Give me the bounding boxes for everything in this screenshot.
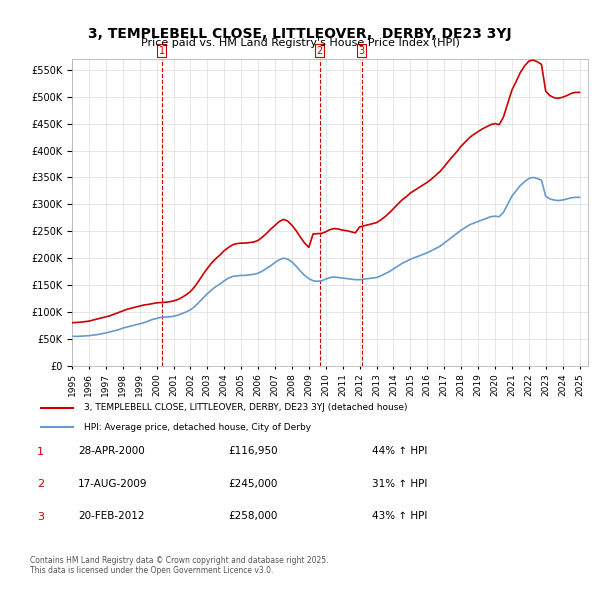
- Text: 2: 2: [37, 479, 44, 489]
- Text: 20-FEB-2012: 20-FEB-2012: [78, 512, 145, 521]
- Text: 28-APR-2000: 28-APR-2000: [78, 447, 145, 456]
- Text: 3: 3: [359, 46, 365, 56]
- Text: 2: 2: [316, 46, 323, 56]
- Text: Price paid vs. HM Land Registry's House Price Index (HPI): Price paid vs. HM Land Registry's House …: [140, 38, 460, 48]
- Text: 3, TEMPLEBELL CLOSE, LITTLEOVER,  DERBY, DE23 3YJ: 3, TEMPLEBELL CLOSE, LITTLEOVER, DERBY, …: [88, 27, 512, 41]
- Text: 43% ↑ HPI: 43% ↑ HPI: [372, 512, 427, 521]
- Text: £116,950: £116,950: [228, 447, 278, 456]
- Text: Contains HM Land Registry data © Crown copyright and database right 2025.
This d: Contains HM Land Registry data © Crown c…: [30, 556, 329, 575]
- Text: 3: 3: [37, 512, 44, 522]
- Text: £245,000: £245,000: [228, 479, 277, 489]
- Text: 31% ↑ HPI: 31% ↑ HPI: [372, 479, 427, 489]
- Text: 1: 1: [37, 447, 44, 457]
- Text: £258,000: £258,000: [228, 512, 277, 521]
- Text: 17-AUG-2009: 17-AUG-2009: [78, 479, 148, 489]
- Text: 3, TEMPLEBELL CLOSE, LITTLEOVER, DERBY, DE23 3YJ (detached house): 3, TEMPLEBELL CLOSE, LITTLEOVER, DERBY, …: [84, 403, 407, 412]
- Text: 44% ↑ HPI: 44% ↑ HPI: [372, 447, 427, 456]
- Text: HPI: Average price, detached house, City of Derby: HPI: Average price, detached house, City…: [84, 422, 311, 432]
- Text: 1: 1: [158, 46, 165, 56]
